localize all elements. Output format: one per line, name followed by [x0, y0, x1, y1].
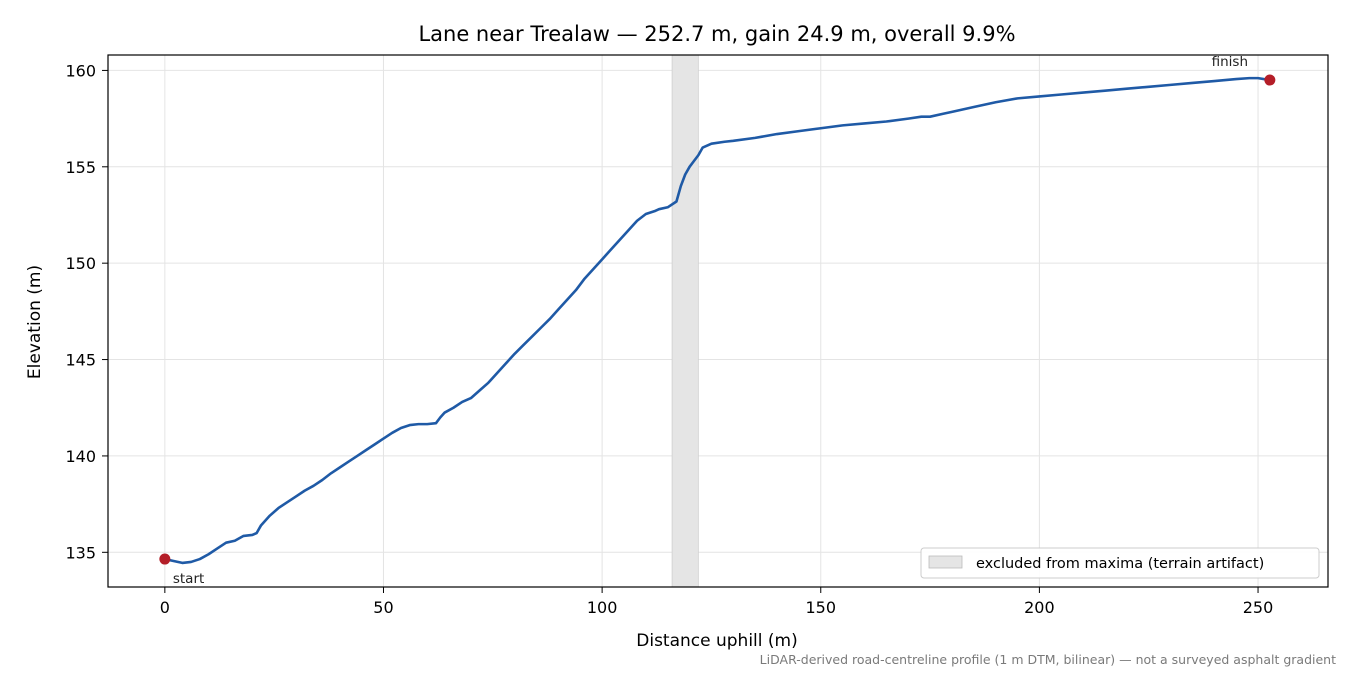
axis-ticks: 0 50 100 150 200 250 135 140 145 150 155 160: [65, 61, 1273, 617]
y-tick-label: 150: [65, 254, 96, 273]
x-axis-title: Distance uphill (m): [636, 631, 797, 651]
x-tick-label: 150: [805, 598, 836, 617]
x-tick-label: 250: [1243, 598, 1274, 617]
y-tick-label: 140: [65, 447, 96, 466]
legend-swatch-excluded-band: [928, 555, 963, 569]
y-axis-title: Elevation (m): [25, 265, 45, 379]
y-tick-label: 145: [65, 351, 96, 370]
x-tick-label: 50: [373, 598, 393, 617]
legend-box: [920, 547, 1320, 579]
x-tick-label: 100: [587, 598, 618, 617]
finish-marker: [1264, 74, 1276, 86]
start-label: start: [173, 571, 204, 587]
series-layer: [163, 76, 1272, 565]
y-tick-label: 155: [65, 158, 96, 177]
plot-frame: [107, 54, 1329, 588]
y-tick-label: 135: [65, 543, 96, 562]
footnote: LiDAR-derived road-centreline profile (1…: [760, 652, 1336, 667]
excluded-band-layer: [671, 54, 699, 588]
finish-label: finish: [1212, 54, 1248, 70]
y-tick-label: 160: [65, 61, 96, 80]
x-tick-label: 200: [1024, 598, 1055, 617]
legend: excluded from maxima (terrain artifact): [920, 547, 1320, 579]
elevation-line: [163, 76, 1272, 565]
legend-label-excluded-band: excluded from maxima (terrain artifact): [976, 556, 1264, 572]
x-tick-label: 0: [160, 598, 170, 617]
marker-layer: start finish: [159, 54, 1276, 587]
chart-title: Lane near Trealaw — 252.7 m, gain 24.9 m…: [418, 22, 1015, 46]
start-marker: [159, 553, 171, 565]
excluded-band: [671, 54, 699, 588]
grid-lines: [108, 55, 1328, 587]
